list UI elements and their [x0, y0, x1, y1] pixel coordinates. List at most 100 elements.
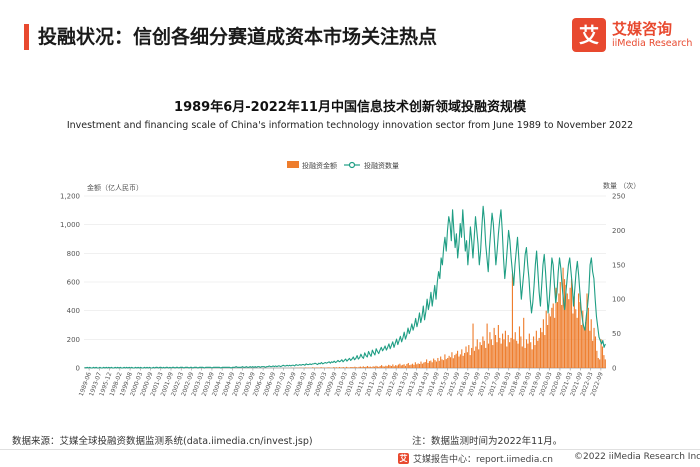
investment-chart: 投融资金额 投融资数量 金额（亿人民币） 数量 （次） 0 200 400 600 80… — [60, 161, 640, 397]
amount-bar — [538, 337, 540, 368]
amount-bar — [368, 366, 370, 368]
amount-bar — [400, 365, 402, 368]
report-center-link[interactable]: 艾媒报告中心：report.iimedia.cn — [413, 455, 553, 465]
amount-bar — [483, 340, 485, 368]
amount-bar — [561, 304, 563, 368]
amount-bar — [413, 364, 415, 368]
amount-bar — [510, 337, 512, 368]
amount-bar — [403, 364, 405, 368]
y-right-tick-label: 200 — [612, 227, 625, 235]
amount-bar — [551, 307, 553, 368]
amount-bar — [537, 340, 539, 368]
amount-bar — [476, 339, 478, 368]
amount-bar — [596, 350, 598, 368]
count-line — [84, 205, 606, 369]
count-series-line — [84, 205, 606, 369]
amount-bars — [110, 267, 606, 368]
amount-bar — [534, 345, 536, 368]
amount-bar — [462, 355, 464, 368]
copyright: ©2022 iiMedia Research Inc — [574, 452, 700, 462]
amount-bar — [485, 347, 487, 368]
amount-bar — [542, 319, 544, 368]
amount-bar — [475, 346, 477, 368]
amount-bar — [478, 349, 480, 368]
amount-bar — [580, 325, 582, 368]
amount-bar — [419, 363, 421, 368]
amount-bar — [594, 336, 597, 368]
y-axis-left-ticks: 0 200 400 600 800 1,000 1,200 — [60, 193, 80, 373]
amount-bar — [389, 365, 391, 368]
amount-bar — [570, 279, 573, 368]
amount-bar — [518, 326, 521, 368]
legend-label-count: 投融资数量 — [364, 161, 399, 170]
amount-bar — [486, 323, 488, 368]
amount-bar — [452, 358, 454, 368]
amount-bar — [427, 362, 429, 368]
amount-bar — [376, 366, 378, 368]
amount-bar — [503, 339, 505, 368]
amount-bar — [480, 345, 483, 368]
amount-bar — [506, 346, 508, 368]
amount-bar — [426, 359, 428, 368]
amount-bar — [382, 366, 384, 368]
y-axis-left-label: 金额（亿人民币） — [87, 183, 143, 192]
x-axis-ticks: 1989-061993-071995-121998-021999-082000-… — [78, 368, 605, 397]
amount-bar — [416, 364, 418, 368]
amount-bar — [366, 365, 369, 368]
amount-bar — [541, 332, 543, 368]
amount-bar — [556, 302, 559, 368]
amount-bar — [502, 333, 504, 368]
amount-bar — [351, 367, 353, 368]
amount-bar — [372, 366, 374, 368]
legend-swatch-amount — [287, 161, 299, 168]
amount-bar — [390, 365, 392, 368]
amount-bar — [383, 366, 385, 368]
amount-bar — [579, 302, 581, 368]
amount-bar — [589, 330, 591, 368]
amount-bar — [334, 367, 336, 368]
amount-bar — [465, 346, 467, 368]
amount-bar — [442, 360, 445, 368]
amount-bar — [593, 327, 595, 368]
amount-bar — [535, 330, 537, 368]
amount-bar — [524, 347, 526, 368]
amount-bar — [371, 367, 373, 368]
amount-bar — [492, 345, 494, 368]
amount-bar — [449, 357, 452, 368]
chart-title: 1989年6月-2022年11月中国信息技术创新领域投融资规模 — [174, 100, 526, 115]
amount-bar — [552, 303, 554, 368]
amount-bar — [437, 357, 439, 368]
amount-bar — [336, 367, 338, 368]
amount-bar — [406, 363, 408, 368]
amount-bar — [359, 366, 362, 368]
amount-bar — [583, 327, 585, 368]
amount-bar — [568, 299, 570, 368]
amount-bar — [420, 361, 422, 368]
amount-bar — [513, 339, 515, 368]
amount-bar — [558, 293, 560, 368]
amount-bar — [511, 273, 513, 368]
amount-bar — [479, 342, 481, 368]
amount-bar — [421, 363, 423, 368]
amount-bar — [369, 366, 371, 368]
y-axis-right-label: 数量 （次） — [603, 181, 640, 190]
amount-bar — [549, 316, 551, 368]
y-left-tick-label: 0 — [76, 365, 80, 373]
amount-bar — [599, 359, 601, 368]
amount-bar — [397, 364, 400, 368]
amount-bar — [490, 339, 492, 368]
amount-bar — [417, 363, 419, 368]
amount-bar — [497, 325, 499, 368]
y-right-tick-label: 150 — [612, 261, 625, 269]
logo-name-cn: 艾媒咨询 — [612, 20, 673, 38]
amount-bar — [540, 327, 542, 368]
y-left-tick-label: 1,200 — [60, 193, 80, 201]
amount-bar — [458, 356, 460, 368]
amount-bar — [600, 339, 602, 368]
amount-bar — [392, 364, 394, 368]
amount-bar — [323, 367, 325, 368]
amount-bar — [544, 335, 546, 368]
bottom-bar: 艾 艾媒报告中心：report.iimedia.cn ©2022 iiMedia… — [0, 450, 700, 467]
logo-mark: 艾 — [572, 18, 606, 52]
amount-bar — [548, 313, 550, 368]
